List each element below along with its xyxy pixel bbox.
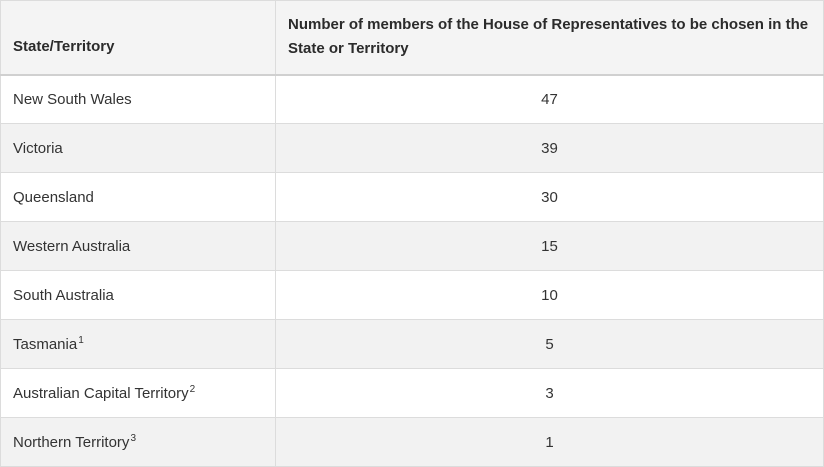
members-cell: 10 xyxy=(275,270,824,320)
table-row: South Australia 10 xyxy=(0,270,824,320)
members-cell: 1 xyxy=(275,417,824,467)
members-cell: 39 xyxy=(275,123,824,173)
state-cell: Tasmania1 xyxy=(0,319,276,369)
table-row: Victoria 39 xyxy=(0,123,824,173)
state-cell: Western Australia xyxy=(0,221,276,271)
state-name: Tasmania xyxy=(13,335,78,353)
table-row: Western Australia 15 xyxy=(0,221,824,271)
state-name: Victoria xyxy=(13,139,63,157)
footnote-marker: 2 xyxy=(189,383,196,395)
header-state-territory: State/Territory xyxy=(0,0,276,76)
state-cell: Northern Territory3 xyxy=(0,417,276,467)
footnote-marker: 1 xyxy=(78,334,84,346)
table-header-row: State/Territory Number of members of the… xyxy=(0,0,824,76)
table-row: Tasmania1 5 xyxy=(0,319,824,369)
state-cell: New South Wales xyxy=(0,74,276,124)
members-cell: 3 xyxy=(275,368,824,418)
state-cell: Queensland xyxy=(0,172,276,222)
members-cell: 30 xyxy=(275,172,824,222)
members-cell: 5 xyxy=(275,319,824,369)
footnote-marker: 3 xyxy=(130,432,136,444)
state-cell: Australian Capital Territory2 xyxy=(0,368,276,418)
state-name: New South Wales xyxy=(13,90,132,108)
table-row: Queensland 30 xyxy=(0,172,824,222)
members-cell: 15 xyxy=(275,221,824,271)
table-row: New South Wales 47 xyxy=(0,74,824,124)
state-cell: South Australia xyxy=(0,270,276,320)
header-number-of-members: Number of members of the House of Repres… xyxy=(275,0,824,76)
state-cell: Victoria xyxy=(0,123,276,173)
members-cell: 47 xyxy=(275,74,824,124)
state-name: Australian Capital Territory xyxy=(13,384,189,402)
state-name: Queensland xyxy=(13,188,94,206)
state-name: South Australia xyxy=(13,286,114,304)
state-name: Western Australia xyxy=(13,237,131,255)
table-row: Northern Territory3 1 xyxy=(0,417,824,467)
state-name: Northern Territory xyxy=(13,433,130,451)
table-row: Australian Capital Territory2 3 xyxy=(0,368,824,418)
